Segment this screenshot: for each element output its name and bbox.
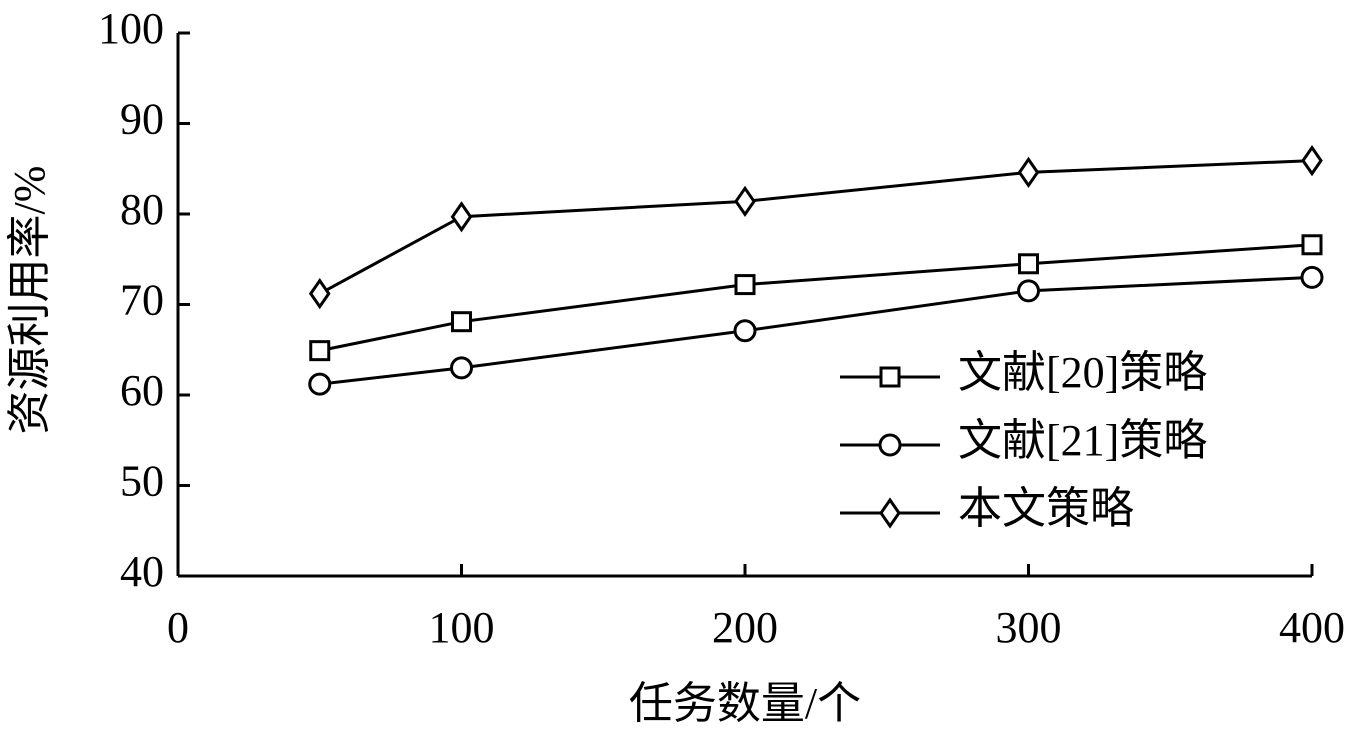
y-tick-label: 50 xyxy=(120,457,164,506)
legend-label: 文献[20]策略 xyxy=(958,348,1207,397)
y-tick-label: 40 xyxy=(120,547,164,596)
marker xyxy=(1301,144,1323,177)
marker xyxy=(1018,253,1039,275)
legend-marker xyxy=(879,497,901,529)
y-tick-label: 90 xyxy=(120,95,164,144)
marker xyxy=(734,185,756,217)
legend-marker xyxy=(878,433,902,457)
marker xyxy=(451,311,472,333)
marker xyxy=(308,372,332,396)
marker xyxy=(1017,156,1040,189)
marker xyxy=(1301,234,1323,256)
legend-label: 文献[21]策略 xyxy=(958,416,1207,465)
x-tick-label: 300 xyxy=(996,603,1062,652)
series-line xyxy=(319,159,1313,295)
marker xyxy=(734,274,756,296)
marker xyxy=(1017,279,1040,303)
x-axis-label: 任务数量/个 xyxy=(629,679,861,728)
marker xyxy=(733,319,757,343)
marker xyxy=(308,278,331,310)
x-tick-label: 0 xyxy=(167,603,189,652)
y-tick-label: 60 xyxy=(120,366,164,415)
marker xyxy=(450,356,473,380)
x-tick-label: 200 xyxy=(712,603,778,652)
y-tick-label: 100 xyxy=(98,4,164,53)
marker xyxy=(309,340,331,362)
legend-marker xyxy=(879,366,901,388)
marker xyxy=(1300,265,1324,289)
y-tick-label: 70 xyxy=(120,276,164,325)
x-tick-label: 400 xyxy=(1279,603,1345,652)
marker xyxy=(450,201,473,233)
x-tick-label: 100 xyxy=(429,603,495,652)
legend-label: 本文策略 xyxy=(958,484,1134,533)
y-axis-label: 资源利用率/% xyxy=(5,166,54,435)
series-line xyxy=(319,243,1313,353)
y-tick-label: 80 xyxy=(120,185,164,234)
